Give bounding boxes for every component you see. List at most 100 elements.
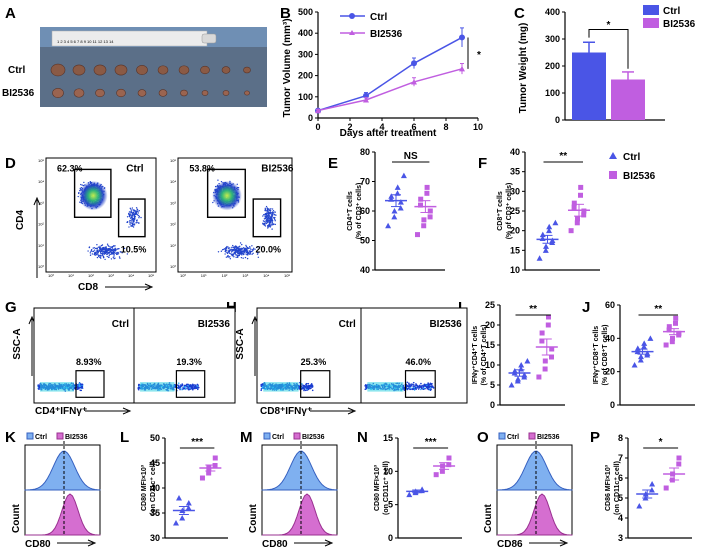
tumor-ctrl — [72, 64, 86, 76]
flow-event — [265, 220, 267, 223]
flow-event — [128, 211, 131, 213]
flow-event — [234, 253, 236, 255]
flow-event — [240, 252, 242, 255]
flow-event — [89, 252, 92, 254]
flow-event — [271, 213, 274, 215]
panel-label-o: O — [477, 429, 489, 446]
flow-gate-value: 46.0% — [406, 357, 432, 367]
tumor-samples — [50, 63, 251, 98]
data-point-bi2536 — [578, 192, 583, 198]
flow-event — [269, 211, 272, 214]
flow-ytick: 10³ — [170, 200, 176, 205]
data-point-ctrl — [631, 362, 638, 368]
flow-event — [246, 246, 249, 249]
ytick-label: 10 — [383, 466, 393, 476]
flow-event — [101, 254, 104, 256]
flow-event — [236, 256, 239, 259]
flow-event — [226, 255, 229, 258]
flow-gate-cd4 — [206, 168, 246, 218]
flow-event — [229, 256, 231, 258]
flow-event — [311, 385, 313, 387]
flow-event — [130, 225, 132, 227]
flow-event — [105, 247, 107, 249]
flow-ytick: 10⁴ — [38, 179, 44, 184]
flow-event — [243, 251, 245, 254]
data-point-ctrl — [636, 503, 643, 509]
flow-event — [105, 250, 107, 252]
ytick-label: 30 — [510, 186, 520, 196]
flow-event — [411, 383, 414, 386]
flow-event — [365, 384, 368, 387]
flow-event — [83, 181, 85, 184]
flow-event — [106, 253, 109, 255]
flow-event — [196, 388, 199, 391]
flow-event — [130, 214, 132, 216]
ytick-label: 0 — [308, 113, 313, 123]
data-point-bi2536 — [545, 322, 551, 328]
flow-event — [101, 247, 104, 249]
flow-event — [38, 384, 41, 386]
flow-xtick: 10⁵ — [148, 273, 154, 278]
flow-ytick: 10² — [38, 222, 44, 227]
flow-event — [109, 246, 111, 248]
flow-event — [241, 243, 243, 246]
cd80-mfi-scatter-n: 0 5 10 15 CD80 MFI×10³ (on CD11c⁺ cell) *** — [374, 433, 462, 543]
flow-event — [270, 216, 272, 218]
legend-bi2536-marker — [349, 30, 355, 35]
flow-event — [260, 388, 263, 390]
flow-event — [78, 384, 80, 386]
flow-event — [37, 385, 40, 387]
ytick-label: 400 — [298, 28, 313, 38]
data-point-ctrl — [518, 362, 525, 368]
flow-plot-title: BI2536 — [261, 164, 294, 175]
ytick-label: 70 — [360, 177, 370, 187]
flow-event — [409, 388, 411, 391]
legend-ctrl-triangle — [609, 152, 617, 159]
data-point-ctrl — [411, 60, 417, 67]
data-point-bi2536 — [439, 468, 445, 474]
flow-event — [254, 248, 256, 250]
legend-bi2536-label: BI2536 — [302, 434, 325, 441]
flow-event — [247, 251, 250, 254]
flow-event — [133, 210, 135, 212]
data-point-bi2536 — [666, 327, 672, 333]
data-point-bi2536 — [539, 338, 545, 344]
flow-event — [97, 251, 99, 254]
significance-marker: ** — [654, 304, 662, 315]
flow-event — [267, 219, 269, 221]
flow-event — [262, 222, 264, 225]
ytick-label: 300 — [298, 49, 313, 59]
flow-plot-title: Ctrl — [126, 164, 143, 175]
flow-event — [104, 249, 106, 251]
ytick-label: 15 — [485, 340, 495, 350]
data-point-bi2536 — [571, 204, 577, 210]
flow-event — [184, 388, 187, 391]
flow-event — [431, 385, 434, 387]
flow-event — [187, 388, 190, 391]
flow-event — [232, 246, 235, 249]
legend-ctrl-label: Ctrl — [370, 12, 387, 23]
flow-gate — [75, 370, 105, 398]
flow-event — [191, 383, 194, 386]
flow-event — [109, 251, 112, 253]
ytick-label: 40 — [360, 265, 370, 275]
flow-density-core — [212, 180, 242, 211]
significance-marker: *** — [425, 437, 437, 448]
tumor-bi2536 — [180, 89, 188, 97]
flow-event — [275, 214, 277, 216]
data-point-ctrl — [179, 515, 186, 521]
flow-event — [114, 245, 116, 247]
flow-event — [270, 208, 272, 210]
ytick-label: 300 — [545, 34, 560, 44]
flow-event — [129, 217, 132, 219]
flow-plot-title: BI2536 — [429, 319, 462, 330]
flow-event — [115, 253, 118, 256]
flow-event — [112, 256, 114, 259]
bar-ctrl — [572, 52, 606, 120]
flow-event — [248, 247, 250, 250]
flow-event — [268, 219, 270, 222]
flow-event — [196, 385, 198, 387]
data-point-ctrl — [391, 213, 398, 220]
significance-marker: * — [659, 437, 663, 448]
flow-event — [89, 254, 92, 256]
